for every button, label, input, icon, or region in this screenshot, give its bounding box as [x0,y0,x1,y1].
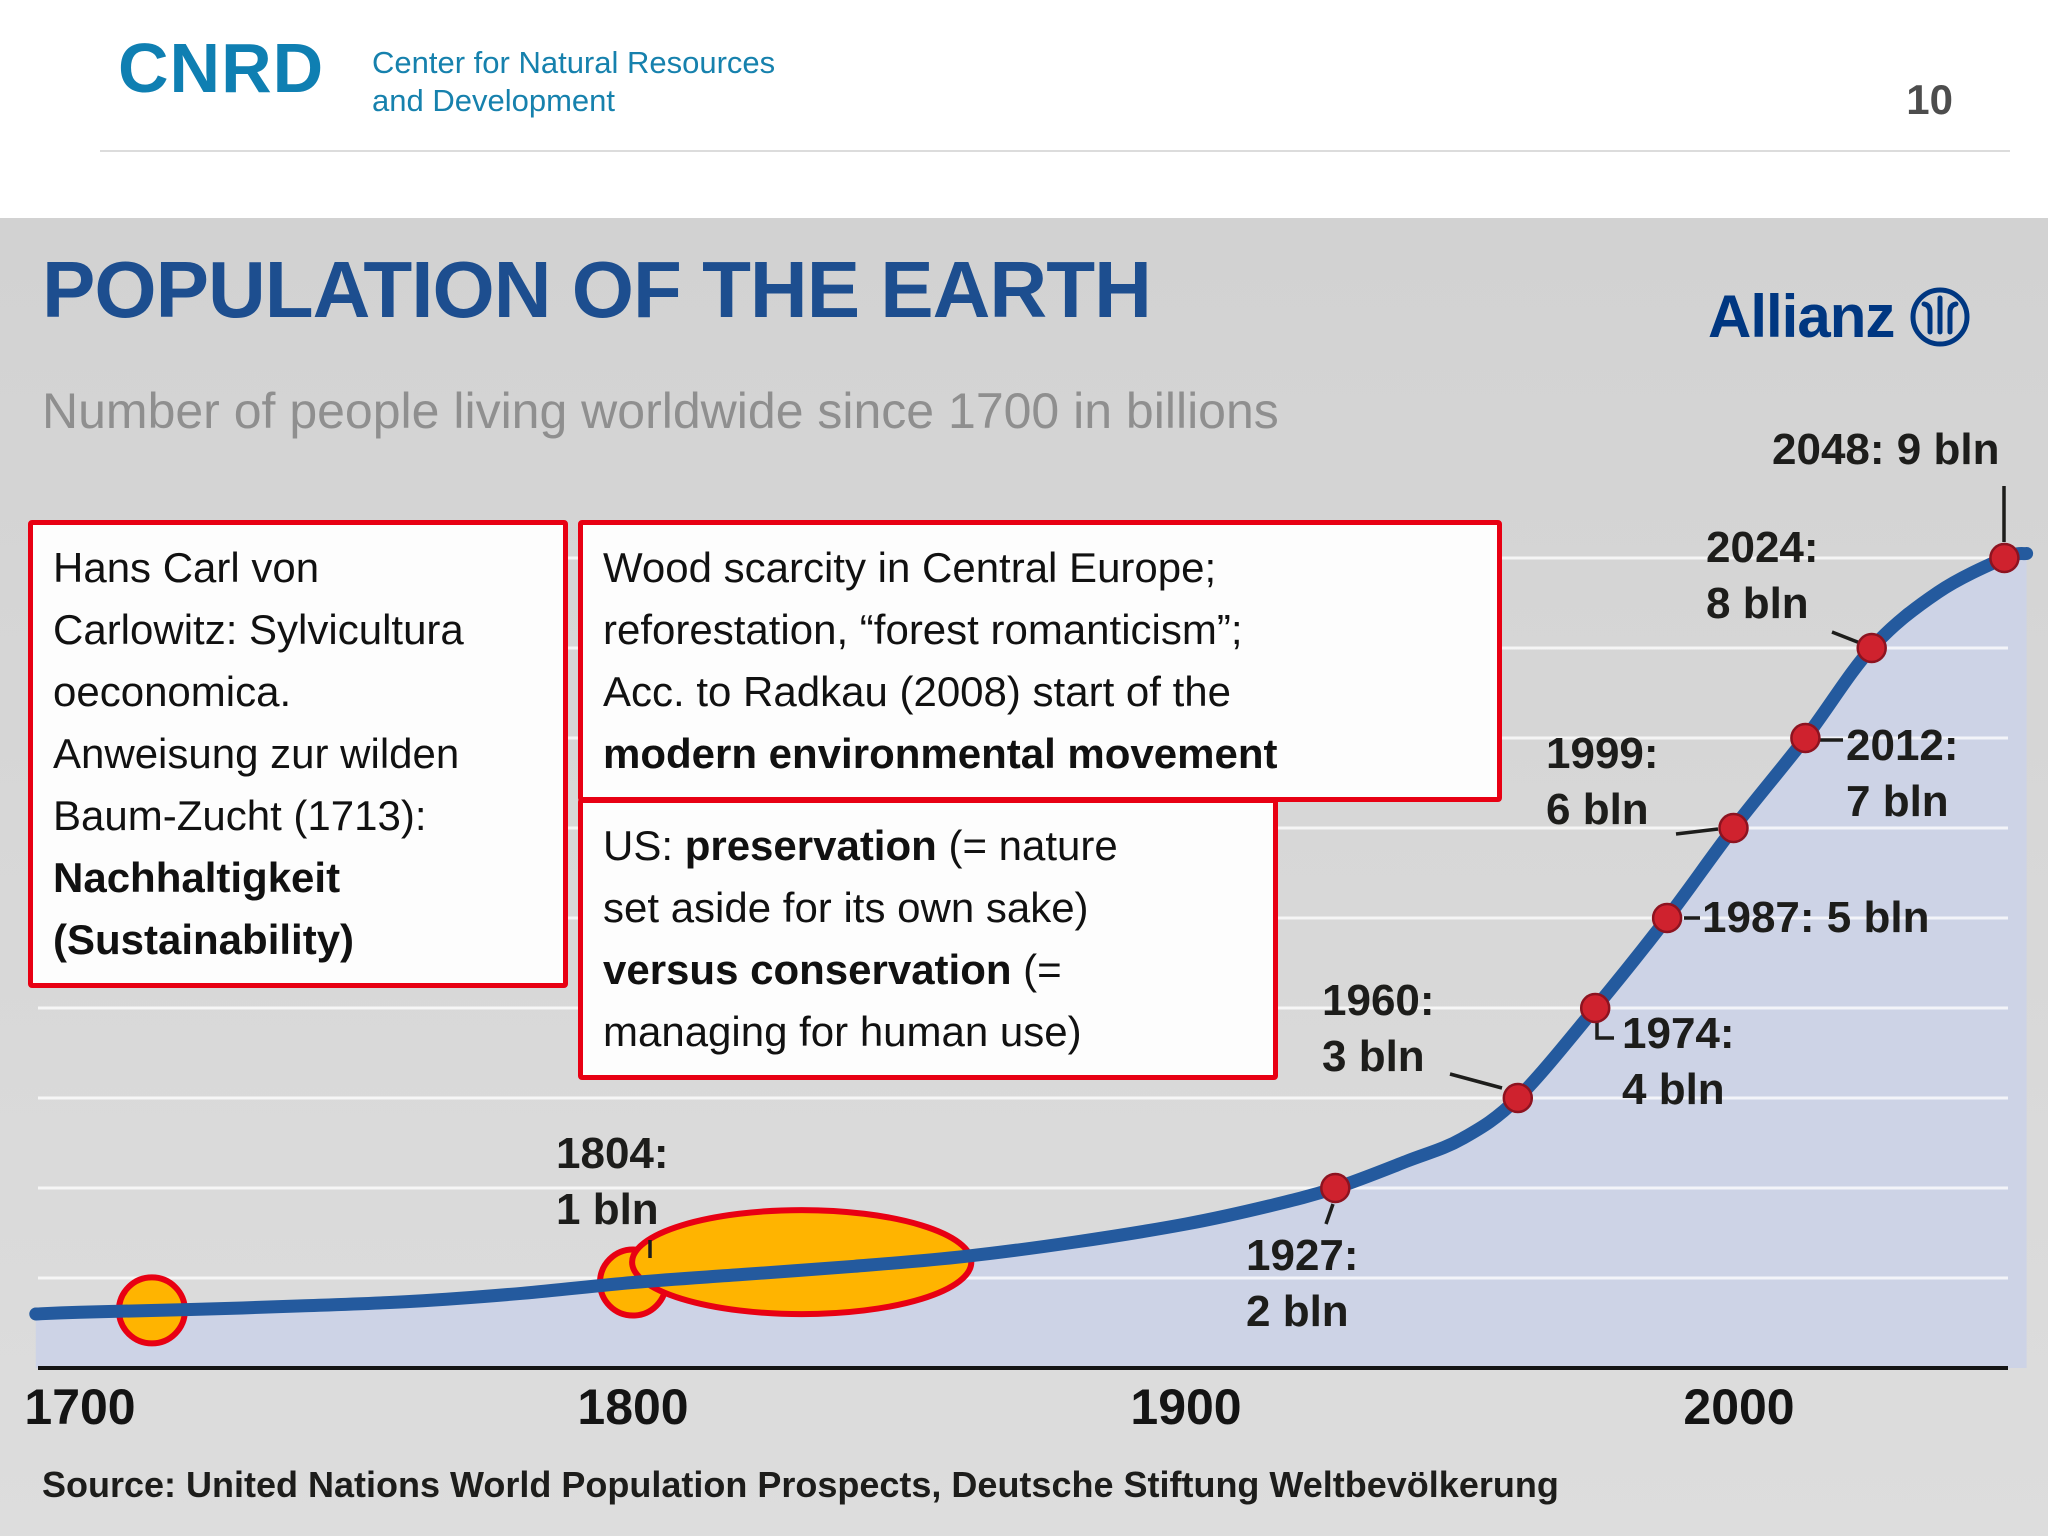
milestone-dot-1987 [1651,902,1683,934]
annotation-carlowitz-bold: Nachhaltigkeit (Sustainability) [53,854,355,963]
milestone-year: 2048: [1772,425,1885,474]
annotation-carlowitz: Hans Carl von Carlowitz: Sylvicultura oe… [28,520,568,988]
milestone-label-1999: 1999: 6 bln [1546,726,1659,838]
milestone-year: 2024: [1706,523,1819,572]
label-connector [1675,827,1719,836]
milestone-value: 3 bln [1322,1032,1425,1081]
milestone-dot-1999 [1718,812,1749,844]
x-tick-2000: 2000 [1683,1379,1795,1435]
x-tick-1700: 1700 [24,1379,136,1435]
allianz-logo: Allianz [1708,282,1972,351]
annotation-carlowitz-text: Hans Carl von Carlowitz: Sylvicultura oe… [53,544,464,839]
annotation-wood-text: Wood scarcity in Central Europe; refores… [603,544,1243,715]
milestone-label-1974: 1974: 4 bln [1622,1006,1735,1118]
milestone-dot-2012 [1790,722,1821,754]
source-note: Source: United Nations World Population … [42,1464,1559,1505]
annotation-preservation-conservation: US: preservation (= nature set aside for… [578,798,1278,1080]
milestone-year: 1974: [1622,1009,1735,1058]
org-line-2: and Development [372,83,615,118]
page-number: 10 [1906,76,1953,123]
area-fill [35,553,2027,1368]
label-connector [1324,1203,1335,1225]
population-curve [29,547,2034,1321]
milestone-label-1987: 1987: 5 bln [1702,890,1929,946]
milestone-year: 1804: [556,1129,669,1178]
allianz-eagle-icon [1910,287,1970,346]
annotation-wood-scarcity: Wood scarcity in Central Europe; refores… [578,520,1502,802]
label-connector [1831,630,1861,645]
milestone-value: 1 bln [556,1185,659,1234]
milestone-dot-2048 [1989,542,2020,574]
milestone-year: 1999: [1546,729,1659,778]
milestone-dot-2024 [1856,632,1887,664]
x-tick-1900: 1900 [1130,1379,1242,1435]
population-chart: 1804: 1 bln 1927: 2 bln 1960: 3 bln 1974: 4 bln… [0,218,2048,1536]
label-connector [1449,1072,1503,1090]
milestone-value: 6 bln [1546,785,1649,834]
milestone-label-2024: 2024: 8 bln [1706,520,1819,632]
milestone-value: 5 bln [1814,893,1930,942]
milestone-label-1960: 1960: 3 bln [1322,973,1435,1085]
slide-body: POPULATION OF THE EARTH Allianz Number o… [0,218,2048,1536]
milestone-year: 1987: [1702,893,1815,942]
label-connector [1595,1022,1614,1040]
annotation-us-p1: US: [603,822,685,869]
cnrd-org-name: Center for Natural Resources and Developm… [372,44,775,120]
chart-title: POPULATION OF THE EARTH [42,245,1152,334]
milestone-value: 2 bln [1246,1287,1349,1336]
milestone-label-1804: 1804: 1 bln [556,1126,669,1238]
milestone-dot-1927 [1320,1172,1351,1204]
milestone-label-2012: 2012: 7 bln [1846,718,1959,830]
milestone-value: 7 bln [1846,777,1949,826]
milestone-year: 1960: [1322,976,1435,1025]
annotation-us-p3: (= managing for human use) [603,946,1082,1055]
x-tick-1800: 1800 [577,1379,689,1435]
cnrd-logo: CNRD [118,29,325,107]
header-divider [100,150,2010,152]
chart-subtitle: Number of people living worldwide since … [42,383,1279,439]
annotation-us-b1: preservation [684,822,937,869]
milestone-label-2048: 2048: 9 bln [1772,422,1999,478]
allianz-wordmark: Allianz [1708,283,1895,350]
milestone-dot-1974 [1579,992,1611,1024]
milestone-dot-1960 [1502,1082,1534,1114]
milestone-year: 1927: [1246,1231,1359,1280]
annotation-us-p2: (= nature set aside for its own sake) [603,822,1118,931]
milestone-year: 2012: [1846,721,1959,770]
annotation-us-b2: versus conservation [603,946,1012,993]
milestone-value: 8 bln [1706,579,1809,628]
milestone-label-1927: 1927: 2 bln [1246,1228,1359,1340]
org-line-1: Center for Natural Resources [372,45,776,80]
milestone-value: 9 bln [1884,425,2000,474]
annotation-wood-bold: modern environmental movement [603,730,1278,777]
milestone-value: 4 bln [1622,1065,1725,1114]
